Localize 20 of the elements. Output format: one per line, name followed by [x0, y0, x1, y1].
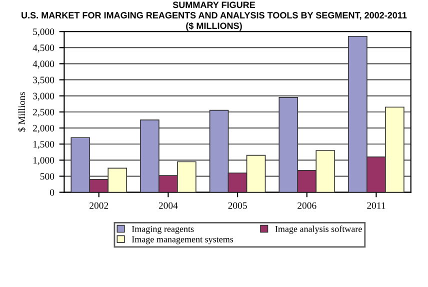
y-tick-label: 2,000	[33, 124, 54, 133]
y-tick-label: 3,000	[33, 92, 54, 101]
y-tick-label: 1,500	[33, 140, 54, 149]
y-tick-label: 5,000	[33, 28, 54, 36]
legend-label: Image analysis software	[275, 226, 362, 234]
x-tick-label: 2005	[228, 202, 247, 209]
y-tick-label: 4,000	[32, 60, 54, 69]
y-tick-label: 0	[50, 189, 54, 196]
x-tick-label: 2004	[158, 202, 178, 209]
y-tick-label: 2,500	[33, 108, 54, 117]
y-tick-label: 500	[40, 173, 54, 180]
y-tick-label: 4,500	[32, 44, 54, 53]
x-tick-label: 2011	[367, 202, 386, 209]
legend-label: Imaging reagents	[132, 226, 194, 234]
legend-label: Image management systems	[132, 236, 234, 244]
y-tick-label: 1,000	[33, 157, 54, 166]
x-tick-label: 2006	[298, 202, 316, 209]
x-tick-label: 2002	[90, 202, 108, 209]
y-axis-title: $ Millions	[18, 92, 26, 132]
y-tick-label: 3,500	[33, 76, 54, 85]
